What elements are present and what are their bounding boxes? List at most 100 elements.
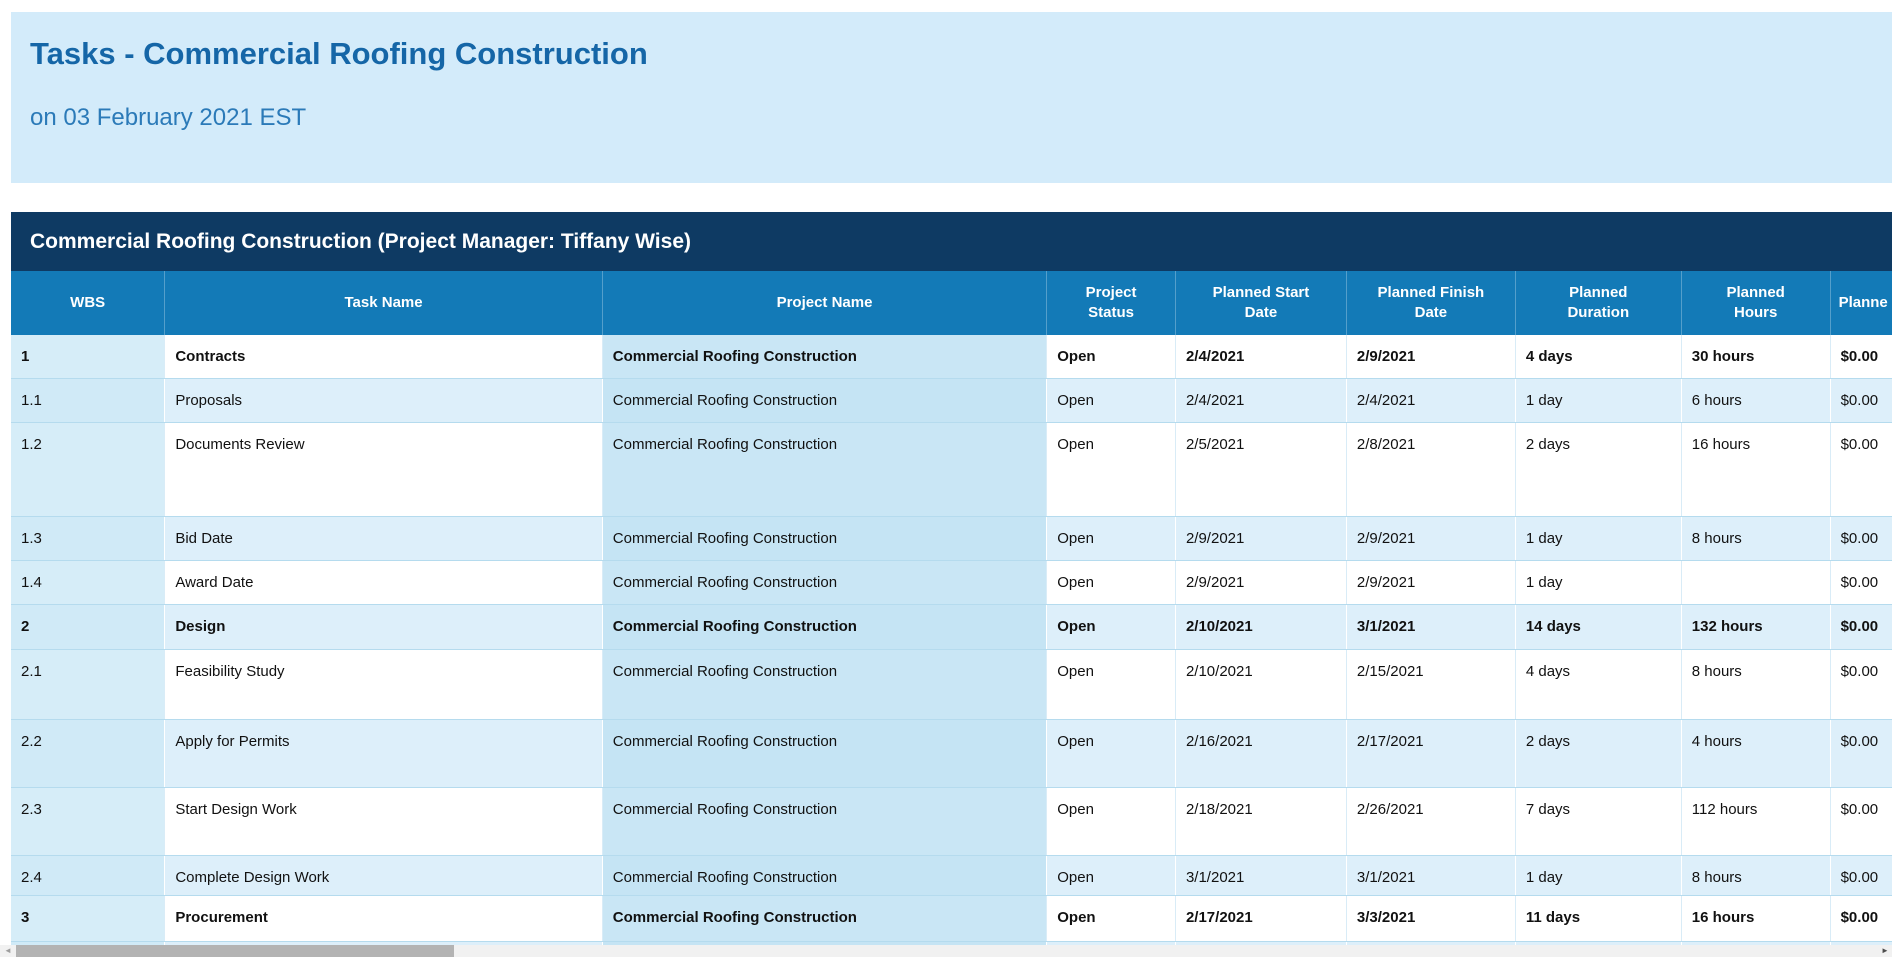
cell-status: Open [1046,855,1176,896]
cell-cost: $0.00 [1830,422,1892,517]
cell-status: Open [1046,378,1176,423]
cell-wbs: 1.4 [11,560,166,605]
cell-wbs: 1 [11,335,166,379]
cell-hours [1681,941,1831,946]
cell-hours: 4 hours [1681,719,1831,788]
table-row: 1.4 Award Date Commercial Roofing Construc… [11,560,1892,605]
cell-wbs: 2 [11,604,166,650]
cell-cost: $0.00 [1830,719,1892,788]
cell-hours: 16 hours [1681,422,1831,517]
cell-project: Commercial Roofing Construction [602,787,1048,856]
cell-status: Open [1046,516,1176,561]
cell-status [1046,941,1176,946]
cell-status: Open [1046,787,1176,856]
cell-task: Design [164,604,603,650]
report-date: on 03 February 2021 EST [30,104,307,131]
table-header-row: WBS Task Name Project Name Project Statu… [11,271,1892,335]
cell-task: Documents Review [164,422,603,517]
cell-hours: 8 hours [1681,516,1831,561]
cell-start: 2/16/2021 [1175,719,1347,788]
cell-duration: 7 days [1515,787,1682,856]
cell-cost: $0.00 [1830,604,1892,650]
cell-duration: 11 days [1515,895,1682,942]
cell-hours: 6 hours [1681,378,1831,423]
cell-hours: 112 hours [1681,787,1831,856]
cell-task: Apply for Permits [164,719,603,788]
partial-row [11,941,1892,946]
cell-task: Proposals [164,378,603,423]
cell-wbs: 2.1 [11,649,166,720]
cell-cost: $0.00 [1830,516,1892,561]
cell-finish: 3/1/2021 [1346,855,1516,896]
cell-project: Commercial Roofing Construction [602,422,1048,517]
cell-wbs: 1.1 [11,378,166,423]
scroll-left-icon[interactable]: ◄ [0,945,16,957]
cell-task: Start Design Work [164,787,603,856]
cell-finish [1346,941,1516,946]
table-row: 1.3 Bid Date Commercial Roofing Constructi… [11,516,1892,561]
cell-start: 2/5/2021 [1175,422,1347,517]
cell-duration: 1 day [1515,378,1682,423]
cell-duration: 2 days [1515,719,1682,788]
cell-wbs: 1.3 [11,516,166,561]
cell-project: Commercial Roofing Construction [602,649,1048,720]
cell-project: Commercial Roofing Construction [602,378,1048,423]
cell-finish: 2/8/2021 [1346,422,1516,517]
cell-start: 2/10/2021 [1175,649,1347,720]
cell-project: Commercial Roofing Construction [602,335,1048,379]
cell-start: 2/9/2021 [1175,560,1347,605]
cell-start: 3/1/2021 [1175,855,1347,896]
cell-duration: 14 days [1515,604,1682,650]
cell-start [1175,941,1347,946]
cell-project: Commercial Roofing Construction [602,855,1048,896]
tasks-report-table: Commercial Roofing Construction (Project… [11,212,1892,948]
cell-project: Commercial Roofing Construction [602,560,1048,605]
scroll-right-icon[interactable]: ► [1878,945,1892,957]
table-row: 2.3 Start Design Work Commercial Roofing C… [11,787,1892,856]
table-row: 2.2 Apply for Permits Commercial Roofing C… [11,719,1892,788]
cell-task: Procurement [164,895,603,942]
table-row: 1.2 Documents Review Commercial Roofing Co… [11,422,1892,517]
cell-finish: 2/4/2021 [1346,378,1516,423]
cell-finish: 3/1/2021 [1346,604,1516,650]
cell-status: Open [1046,604,1176,650]
table-row: 1.1 Proposals Commercial Roofing Construct… [11,378,1892,423]
cell-finish: 2/26/2021 [1346,787,1516,856]
column-header-planned-cost: Planne [1829,271,1892,335]
cell-hours [1681,560,1831,605]
cell-finish: 2/9/2021 [1346,335,1516,379]
cell-finish: 2/9/2021 [1346,560,1516,605]
scrollbar-thumb[interactable] [16,945,454,957]
task-table-body: 1 Contracts Commercial Roofing Constructio… [11,335,1892,946]
cell-status: Open [1046,422,1176,517]
cell-status: Open [1046,719,1176,788]
cell-start: 2/17/2021 [1175,895,1347,942]
horizontal-scrollbar[interactable]: ◄ ► [0,945,1892,957]
table-caption: Commercial Roofing Construction (Project… [11,212,1892,271]
cell-cost: $0.00 [1830,378,1892,423]
cell-wbs: 2.2 [11,719,166,788]
cell-task: Award Date [164,560,603,605]
cell-hours: 30 hours [1681,335,1831,379]
page-title: Tasks - Commercial Roofing Construction [30,36,648,71]
cell-finish: 2/17/2021 [1346,719,1516,788]
cell-task: Complete Design Work [164,855,603,896]
cell-cost: $0.00 [1830,855,1892,896]
table-row: 2.4 Complete Design Work Commercial Roofin… [11,855,1892,896]
column-header-planned-duration: Planned Duration [1514,271,1682,335]
cell-status: Open [1046,895,1176,942]
cell-start: 2/10/2021 [1175,604,1347,650]
cell-status: Open [1046,649,1176,720]
column-header-project-name: Project Name [601,271,1047,335]
cell-duration: 1 day [1515,855,1682,896]
cell-cost: $0.00 [1830,787,1892,856]
cell-cost [1830,941,1892,946]
cell-cost: $0.00 [1830,560,1892,605]
cell-finish: 3/3/2021 [1346,895,1516,942]
cell-duration [1515,941,1682,946]
cell-hours: 8 hours [1681,649,1831,720]
cell-project: Commercial Roofing Construction [602,516,1048,561]
cell-start: 2/4/2021 [1175,335,1347,379]
page-header: Tasks - Commercial Roofing Construction … [11,12,1892,183]
cell-start: 2/4/2021 [1175,378,1347,423]
